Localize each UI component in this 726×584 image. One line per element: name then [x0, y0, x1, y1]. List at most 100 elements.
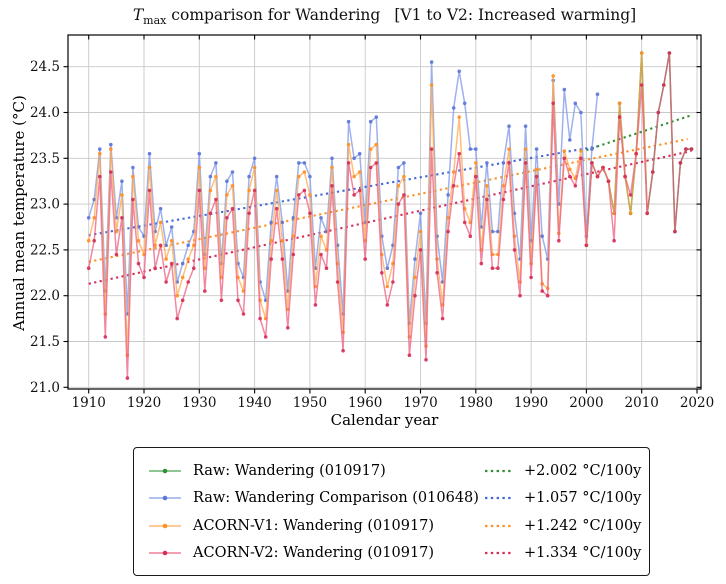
x-tick-label: 1920 [127, 395, 161, 411]
data-point-marker [606, 179, 611, 183]
data-point-marker [490, 266, 495, 271]
data-point-marker [219, 298, 224, 303]
title-t-symbol: T [132, 6, 144, 24]
data-point-marker [429, 147, 434, 151]
data-point-marker [109, 142, 113, 147]
data-point-marker [109, 147, 113, 151]
data-point-marker [651, 170, 655, 174]
legend-line-swatch-acorn-v2 [148, 548, 182, 558]
data-point-marker [628, 193, 633, 197]
y-tick-label: 21.5 [30, 334, 60, 350]
data-point-marker [462, 101, 467, 106]
data-point-marker [280, 238, 285, 243]
title-bracket-text: [V1 to V2: Increased warming] [394, 6, 637, 24]
data-point-marker [313, 303, 318, 307]
data-point-marker [352, 174, 356, 179]
legend-line-swatch-acorn-v1 [148, 521, 182, 531]
data-point-marker [131, 174, 135, 179]
data-point-marker [534, 167, 539, 172]
data-point-marker [319, 234, 323, 238]
data-point-marker [617, 101, 622, 106]
data-point-marker [346, 142, 351, 147]
data-point-marker [534, 174, 539, 179]
data-point-marker [330, 165, 334, 170]
data-point-marker [186, 257, 190, 261]
data-point-marker [673, 229, 677, 234]
data-point-marker [391, 280, 395, 284]
data-point-marker [435, 271, 439, 275]
x-tick-label: 1990 [514, 395, 548, 411]
data-point-marker [236, 298, 240, 303]
data-point-marker [656, 110, 661, 115]
data-point-marker [612, 238, 616, 243]
data-point-marker [346, 161, 351, 165]
data-point-marker [297, 174, 301, 179]
data-point-marker [485, 184, 489, 188]
data-point-marker [424, 358, 428, 362]
data-point-marker [645, 211, 649, 216]
data-point-marker [568, 174, 572, 179]
data-point-marker [164, 280, 168, 284]
data-point-marker [529, 275, 533, 280]
x-tick-label: 1950 [293, 395, 327, 411]
data-point-marker [534, 147, 539, 151]
legend-label: ACORN-V2: Wandering (010917) [193, 545, 435, 562]
y-tick-label: 23.0 [30, 197, 60, 213]
data-point-marker [468, 234, 473, 238]
x-axis-label: Calendar year [330, 411, 439, 429]
data-point-marker [595, 92, 600, 96]
data-point-marker [418, 211, 423, 216]
data-point-marker [507, 161, 511, 165]
data-point-marker [208, 211, 213, 216]
x-tick-label: 2010 [625, 395, 659, 411]
trend-line [88, 138, 688, 263]
legend-trend-rate: +1.242 °C/100y [524, 517, 642, 534]
plot-area: 1910 1920 1930 1940 1950 1960 1970 1980 1990 2000… [30, 34, 714, 411]
data-point-marker [208, 174, 213, 179]
data-point-marker [579, 110, 583, 115]
legend-row: ACORN-V2: Wandering (010917) +1.334 °C/1… [148, 540, 641, 568]
data-point-marker [689, 147, 694, 151]
data-point-marker [180, 298, 185, 303]
data-point-marker [639, 83, 644, 87]
data-point-marker [396, 202, 401, 206]
data-point-marker [380, 271, 384, 275]
data-point-marker [269, 257, 274, 261]
data-point-marker [628, 211, 633, 216]
data-point-marker [374, 115, 379, 119]
data-point-marker [501, 161, 506, 165]
data-point-marker [92, 238, 96, 243]
data-point-marker [230, 170, 235, 174]
data-point-marker [684, 147, 688, 151]
data-point-marker [103, 335, 108, 339]
data-point-marker [368, 147, 373, 151]
data-point-marker [357, 170, 362, 174]
data-point-marker [92, 216, 96, 220]
data-point-marker [125, 376, 130, 380]
data-point-marker [169, 261, 174, 266]
data-point-marker [230, 206, 235, 211]
data-point-marker [562, 156, 567, 161]
data-point-marker [214, 197, 218, 202]
data-point-marker [446, 229, 450, 234]
data-point-marker [590, 147, 594, 151]
data-point-marker [385, 284, 390, 289]
data-point-marker [479, 261, 484, 266]
x-tick-label: 1960 [348, 395, 382, 411]
x-tick-label: 2000 [569, 395, 603, 411]
legend-label: ACORN-V1: Wandering (010917) [193, 517, 435, 534]
data-point-marker [363, 257, 368, 261]
data-point-marker [568, 167, 572, 172]
data-point-marker [319, 216, 323, 220]
data-point-marker [540, 289, 544, 293]
legend-label: Raw: Wandering (010917) [193, 462, 386, 479]
data-point-marker [590, 161, 594, 165]
data-point-marker [413, 257, 417, 261]
data-point-marker [457, 115, 462, 119]
legend-line-swatch-raw-comparison [148, 493, 182, 503]
data-point-marker [402, 193, 406, 197]
data-point-marker [540, 234, 544, 238]
data-point-marker [197, 165, 202, 170]
data-point-marker [357, 151, 362, 156]
